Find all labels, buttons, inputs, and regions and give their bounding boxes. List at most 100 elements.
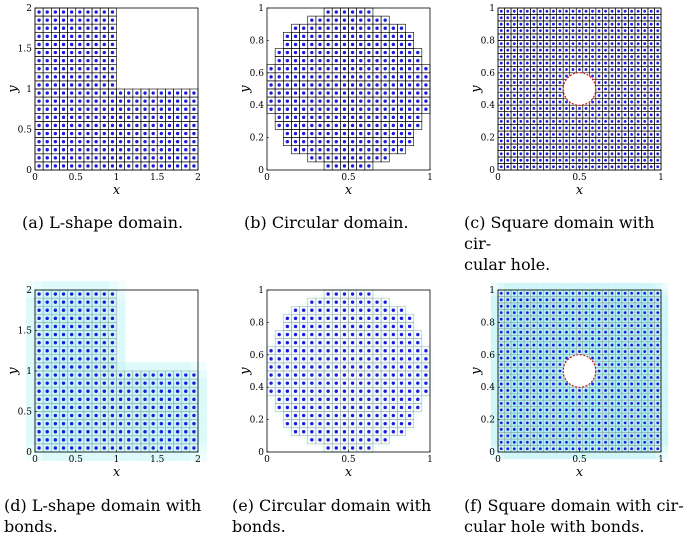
data-point — [102, 340, 106, 345]
data-point — [301, 324, 306, 329]
data-point — [604, 139, 607, 143]
data-point — [78, 340, 82, 345]
x-axis-label: x — [113, 465, 121, 480]
data-point — [367, 381, 371, 385]
data-point — [391, 405, 396, 410]
data-point — [552, 152, 555, 156]
data-point — [318, 75, 322, 79]
data-point — [61, 316, 66, 321]
data-point — [383, 67, 387, 71]
cell — [413, 48, 423, 57]
x-tick-label: 0 — [264, 173, 270, 183]
data-point — [643, 68, 647, 71]
data-point — [545, 100, 549, 104]
data-point — [167, 421, 172, 426]
data-point — [342, 58, 347, 63]
data-point — [151, 107, 155, 111]
data-point — [310, 50, 314, 55]
data-point — [643, 113, 647, 117]
data-point — [519, 68, 523, 71]
data-point — [623, 61, 627, 65]
data-point — [285, 99, 290, 103]
data-point — [584, 22, 588, 26]
data-point — [375, 107, 379, 111]
data-point — [630, 81, 634, 84]
data-point — [301, 357, 306, 361]
data-point — [167, 139, 172, 144]
data-point — [301, 373, 306, 377]
data-point — [53, 156, 58, 160]
data-point — [94, 316, 98, 321]
data-point — [94, 446, 98, 450]
data-point — [591, 16, 594, 20]
data-point — [558, 87, 562, 91]
data-point — [45, 421, 49, 426]
data-point — [301, 365, 306, 369]
data-point — [416, 99, 420, 103]
data-point — [94, 50, 98, 55]
data-point — [532, 61, 536, 65]
data-point — [269, 365, 273, 369]
data-point — [552, 22, 555, 26]
data-point — [630, 113, 634, 117]
data-point — [45, 316, 49, 321]
data-point — [110, 365, 115, 369]
data-point — [110, 438, 115, 442]
data-point — [552, 74, 555, 78]
data-point — [649, 9, 653, 13]
data-point — [558, 55, 562, 58]
data-point — [350, 115, 355, 120]
data-point — [269, 357, 273, 361]
data-point — [630, 16, 634, 20]
data-point — [399, 148, 404, 152]
data-point — [61, 26, 66, 30]
data-point — [604, 100, 607, 104]
data-point — [45, 123, 49, 128]
data-point — [78, 164, 82, 168]
data-point — [94, 139, 98, 144]
data-point — [499, 145, 503, 149]
data-point — [301, 389, 306, 393]
data-point — [636, 16, 640, 20]
data-point — [391, 115, 396, 120]
y-tick-label: 1 — [489, 4, 495, 14]
data-point — [359, 75, 363, 79]
data-point — [545, 139, 549, 143]
data-point — [525, 48, 529, 52]
data-point — [499, 16, 503, 20]
data-point — [367, 75, 371, 79]
data-point — [318, 397, 322, 402]
data-point — [318, 365, 322, 369]
data-point — [623, 139, 627, 143]
data-point — [334, 42, 338, 47]
data-point — [636, 158, 640, 162]
data-point — [69, 42, 74, 47]
data-point — [391, 430, 396, 434]
data-point — [584, 126, 588, 130]
data-point — [416, 115, 420, 120]
data-point — [37, 357, 41, 361]
data-point — [184, 421, 188, 426]
data-point — [623, 132, 627, 136]
data-point — [78, 83, 82, 87]
data-point — [399, 308, 404, 312]
data-point — [326, 340, 330, 345]
data-point — [167, 115, 172, 120]
data-point — [118, 148, 123, 152]
data-point — [391, 139, 396, 144]
data-point — [630, 35, 634, 39]
data-point — [623, 48, 627, 52]
data-point — [591, 55, 594, 58]
data-point — [359, 34, 363, 39]
data-point — [118, 156, 123, 160]
data-point — [519, 29, 523, 33]
data-point — [391, 324, 396, 329]
data-point — [656, 145, 660, 149]
data-point — [334, 349, 338, 353]
data-point — [506, 16, 510, 20]
data-point — [53, 357, 58, 361]
data-point — [375, 389, 379, 393]
data-point — [184, 164, 188, 168]
data-point — [301, 131, 306, 136]
data-point — [565, 126, 568, 130]
